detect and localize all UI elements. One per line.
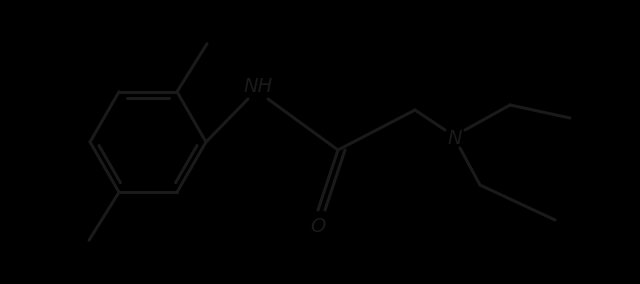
Text: O: O [310,216,326,235]
Text: N: N [448,128,462,147]
Text: NH: NH [243,78,273,97]
